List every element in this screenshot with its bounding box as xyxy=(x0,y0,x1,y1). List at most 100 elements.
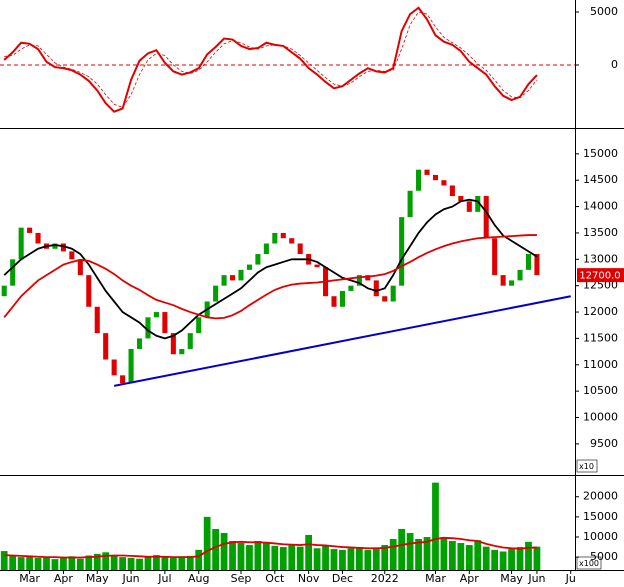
volume-bar xyxy=(279,547,287,570)
candle xyxy=(399,217,405,286)
candle xyxy=(458,196,464,202)
candle xyxy=(136,338,143,349)
y-tick-label: 11000 xyxy=(583,358,618,371)
volume-bar xyxy=(68,556,76,570)
volume-bar xyxy=(440,536,448,570)
candle xyxy=(500,275,506,286)
line-series xyxy=(3,198,538,340)
y-tick-label: 13500 xyxy=(583,226,618,239)
x-tick-label: Oct xyxy=(265,572,285,585)
volume-bar xyxy=(415,539,422,570)
candle xyxy=(153,312,159,318)
last-price-label: 12700.0 xyxy=(579,271,620,282)
volume-bar xyxy=(178,556,186,570)
candle xyxy=(475,196,481,212)
volume-bar xyxy=(313,548,321,570)
volume-bar xyxy=(110,555,118,570)
volume-bar xyxy=(449,541,456,570)
volume-bar xyxy=(364,549,372,570)
y-tick-label: 15000 xyxy=(583,510,618,523)
y-tick-label: 13000 xyxy=(583,252,618,265)
candle xyxy=(1,285,7,297)
volume-bar xyxy=(271,545,279,570)
volume-bar xyxy=(372,549,380,570)
x-tick-label: Ju xyxy=(565,572,576,585)
volume-bar xyxy=(499,551,507,570)
candle xyxy=(18,227,24,260)
volume-bar xyxy=(322,545,329,570)
volume-bar xyxy=(26,556,33,570)
candle xyxy=(263,243,269,255)
candle xyxy=(179,348,185,355)
y-tick-label: 14500 xyxy=(583,173,618,186)
candle xyxy=(348,285,354,291)
unit-box xyxy=(576,556,602,570)
volume-bar xyxy=(254,541,262,570)
volume-bar xyxy=(203,516,211,570)
candle xyxy=(86,275,92,307)
unit-box xyxy=(576,459,598,473)
candle xyxy=(103,333,109,360)
trendline xyxy=(113,295,571,387)
volume-bar xyxy=(465,545,473,570)
candle xyxy=(441,180,447,186)
candle xyxy=(331,296,337,307)
x-tick-label: Mar xyxy=(19,572,40,585)
x-tick-label: Nov xyxy=(298,572,320,585)
y-tick-label: 10000 xyxy=(583,530,618,543)
volume-bar xyxy=(17,557,25,570)
candle xyxy=(27,227,33,233)
volume-bar xyxy=(229,541,236,570)
candle xyxy=(356,275,362,286)
x-tick-label: Apr xyxy=(460,572,480,585)
volume-bar xyxy=(288,545,296,570)
volume-bar xyxy=(237,543,245,570)
y-tick-label: 11500 xyxy=(583,331,618,344)
volume-bar xyxy=(296,546,304,570)
volume-bar xyxy=(136,558,143,570)
candle xyxy=(280,232,286,239)
volume-bar xyxy=(432,482,439,570)
volume-bar xyxy=(85,555,93,570)
candle xyxy=(517,269,523,281)
volume-bar xyxy=(212,528,220,570)
candle xyxy=(424,169,430,175)
y-tick-label: 15000 xyxy=(583,147,618,160)
y-tick-label: 10500 xyxy=(583,384,618,397)
volume-bar xyxy=(491,549,499,570)
volume-bar xyxy=(93,553,101,570)
candle xyxy=(390,285,396,302)
candle xyxy=(255,254,261,265)
candle xyxy=(449,185,455,197)
y-tick-label: 5000 xyxy=(590,550,618,563)
volume-bar xyxy=(355,547,363,570)
candle xyxy=(170,333,176,355)
volume-bar xyxy=(195,549,203,570)
volume-bar xyxy=(482,546,490,570)
volume-unit: x100 xyxy=(579,559,599,568)
candle xyxy=(196,317,202,334)
candle xyxy=(432,174,439,181)
volume-bar xyxy=(127,557,135,570)
volume-bar xyxy=(220,532,228,570)
candle xyxy=(466,201,472,212)
volume-bar xyxy=(43,557,50,570)
volume-bar xyxy=(246,545,253,570)
volume-bar xyxy=(60,557,67,570)
last-price-box xyxy=(577,268,624,283)
volume-bar xyxy=(423,536,431,570)
candle xyxy=(314,264,320,268)
candle xyxy=(246,264,252,270)
x-tick-label: Apr xyxy=(54,572,74,585)
x-tick-label: Jun xyxy=(121,572,139,585)
candle xyxy=(128,348,134,384)
volume-bar xyxy=(389,539,397,570)
volume-bar xyxy=(339,549,346,570)
candle xyxy=(230,275,236,281)
x-tick-label: Mar xyxy=(425,572,446,585)
volume-bar xyxy=(102,552,110,570)
candle xyxy=(365,275,371,281)
price-unit: x10 xyxy=(579,462,594,471)
candle xyxy=(145,317,151,339)
